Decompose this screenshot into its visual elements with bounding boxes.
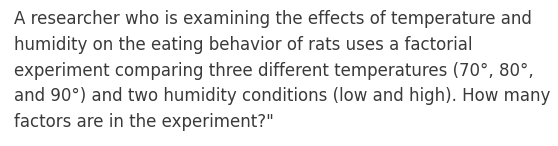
Text: A researcher who is examining the effects of temperature and
humidity on the eat: A researcher who is examining the effect… — [14, 10, 550, 131]
